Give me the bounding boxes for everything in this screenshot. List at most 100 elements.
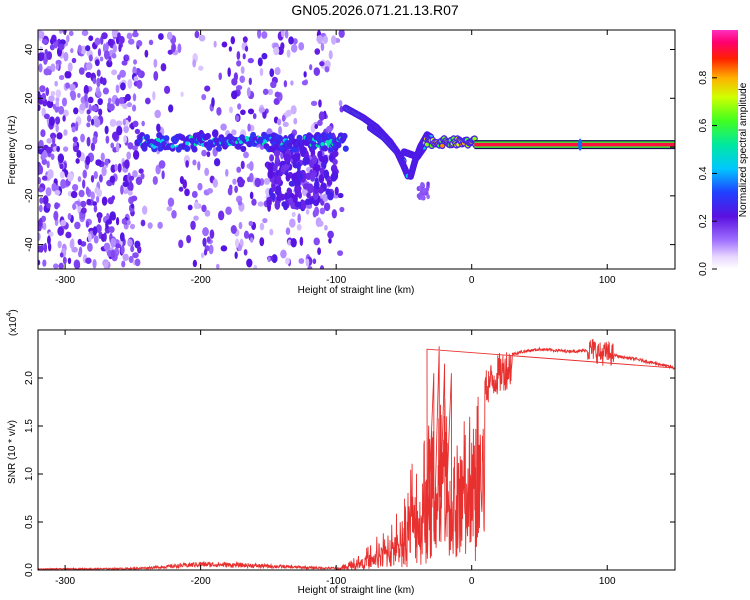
spectrogram-cell [231,78,238,86]
spectrogram-cell [91,104,98,112]
spectrogram-cell [421,194,425,200]
spectrogram-cell [242,36,248,43]
spectrogram-cell [228,46,233,52]
spectrogram-cell [46,160,50,169]
colorbar-gradient [712,30,738,269]
spectrogram-cell [120,82,126,91]
spectrogram-cell [38,165,44,175]
spectrogram-cell [267,169,274,179]
spectrogram-cell [319,61,325,67]
spectrogram-cell [120,245,125,255]
spectrogram-cell [161,170,165,180]
spectrogram-cell [163,85,171,94]
spectrogram-cell [192,159,197,166]
colorbar-ticks: 0.0 0.2 0.4 0.6 0.8 [698,70,717,276]
spectrogram-xtick-label: 0 [469,275,475,286]
spectrogram-cell [231,129,237,136]
spectrogram-cell [283,203,289,211]
spectrogram-cell [124,159,130,169]
spectrogram-frame [37,29,676,270]
spectrogram-ylabel: Frequency (Hz) [7,116,18,185]
spectrogram-cell [132,93,137,102]
spectrogram-cell [280,30,285,38]
spectrogram-cell [116,125,123,136]
spectrogram-ytick-label: 20 [24,92,35,104]
spectrogram-cell [338,100,343,107]
spectrogram-cell [127,142,134,150]
spectrogram-cell [92,77,97,85]
spectrogram-cell [178,239,184,249]
spectrogram-cell [85,45,91,52]
spectrogram-cell [127,238,133,247]
spectrogram-cell [96,69,101,77]
spectrogram-cell [73,145,79,153]
spectrogram-cell [154,109,161,119]
spectrogram-cell [53,210,59,221]
spectrogram-cell [261,31,268,39]
spectrogram-cell [293,117,298,125]
spectrogram-cell [109,175,116,183]
spectrogram-cell [85,155,91,166]
spectrogram-cell [225,168,229,177]
spectrogram-cell [290,201,297,210]
spectrogram-cell [302,156,308,166]
spectrogram-cell [284,30,289,39]
spectrogram-cell [88,54,93,62]
spectrogram-cell [105,135,110,144]
spectrogram-cell [421,188,425,194]
spectrogram-cell [221,41,228,48]
spectrogram-cell [328,237,332,244]
spectrogram-cell [273,46,280,56]
spectrogram-cell [45,187,52,197]
spectrogram-cell [313,180,320,190]
spectrogram-cell [286,187,292,195]
spectrogram-cell [112,44,117,53]
spectrogram-cell [69,239,75,250]
spectrogram-cell [225,206,232,215]
spectrogram-cell [171,209,177,219]
spectrogram-cell [136,79,143,90]
spectrogram-cell [38,63,43,73]
spectrogram-cell [261,52,268,60]
spectrogram-cell [167,49,173,55]
spectrogram-cell [314,123,319,130]
spectrogram-cell [326,133,333,141]
spectrogram-cell [273,143,280,151]
spectrogram-cell [200,252,205,259]
spectrogram-cell [202,237,207,247]
spectrogram-cell [313,67,321,76]
spectrogram-cell [98,174,103,183]
spectrogram-cell [133,76,139,82]
spectrogram-cell [103,242,111,251]
spectrogram-cell [74,262,81,269]
line-core [474,142,675,147]
spectrogram-cell [43,242,48,253]
spectrogram-cell [216,107,222,116]
spectrogram-cell [192,58,197,68]
spectrogram-cell [266,199,272,207]
spectrogram-cell [215,145,222,152]
spectrogram-cell [292,38,298,45]
spectrogram-cell [48,231,54,237]
spectrogram-cell [101,77,107,86]
spectrogram-cell [235,238,240,248]
spectrogram-cell [248,220,254,227]
spectrogram-cell [41,158,48,165]
spectrogram-cell [54,202,59,210]
spectrogram-cell [290,105,297,115]
spectrogram-cell [282,121,289,128]
spectrogram-cell [314,48,321,55]
spectrogram-cell [237,103,242,110]
spectrogram-cell [73,107,79,115]
spectrogram-cell [46,146,53,154]
spectrogram-cell [71,57,77,64]
snr-ytick-label: 1.0 [24,467,35,481]
spectrogram-cell [41,151,47,160]
spectrogram-cell [147,222,153,229]
spectrogram-cell [60,219,67,227]
spectrogram-cell [289,218,296,228]
snr-series-line [38,339,675,570]
spectrogram-cell [247,176,251,183]
spectrogram-cell [63,51,69,62]
spectrogram-cell [257,30,262,39]
